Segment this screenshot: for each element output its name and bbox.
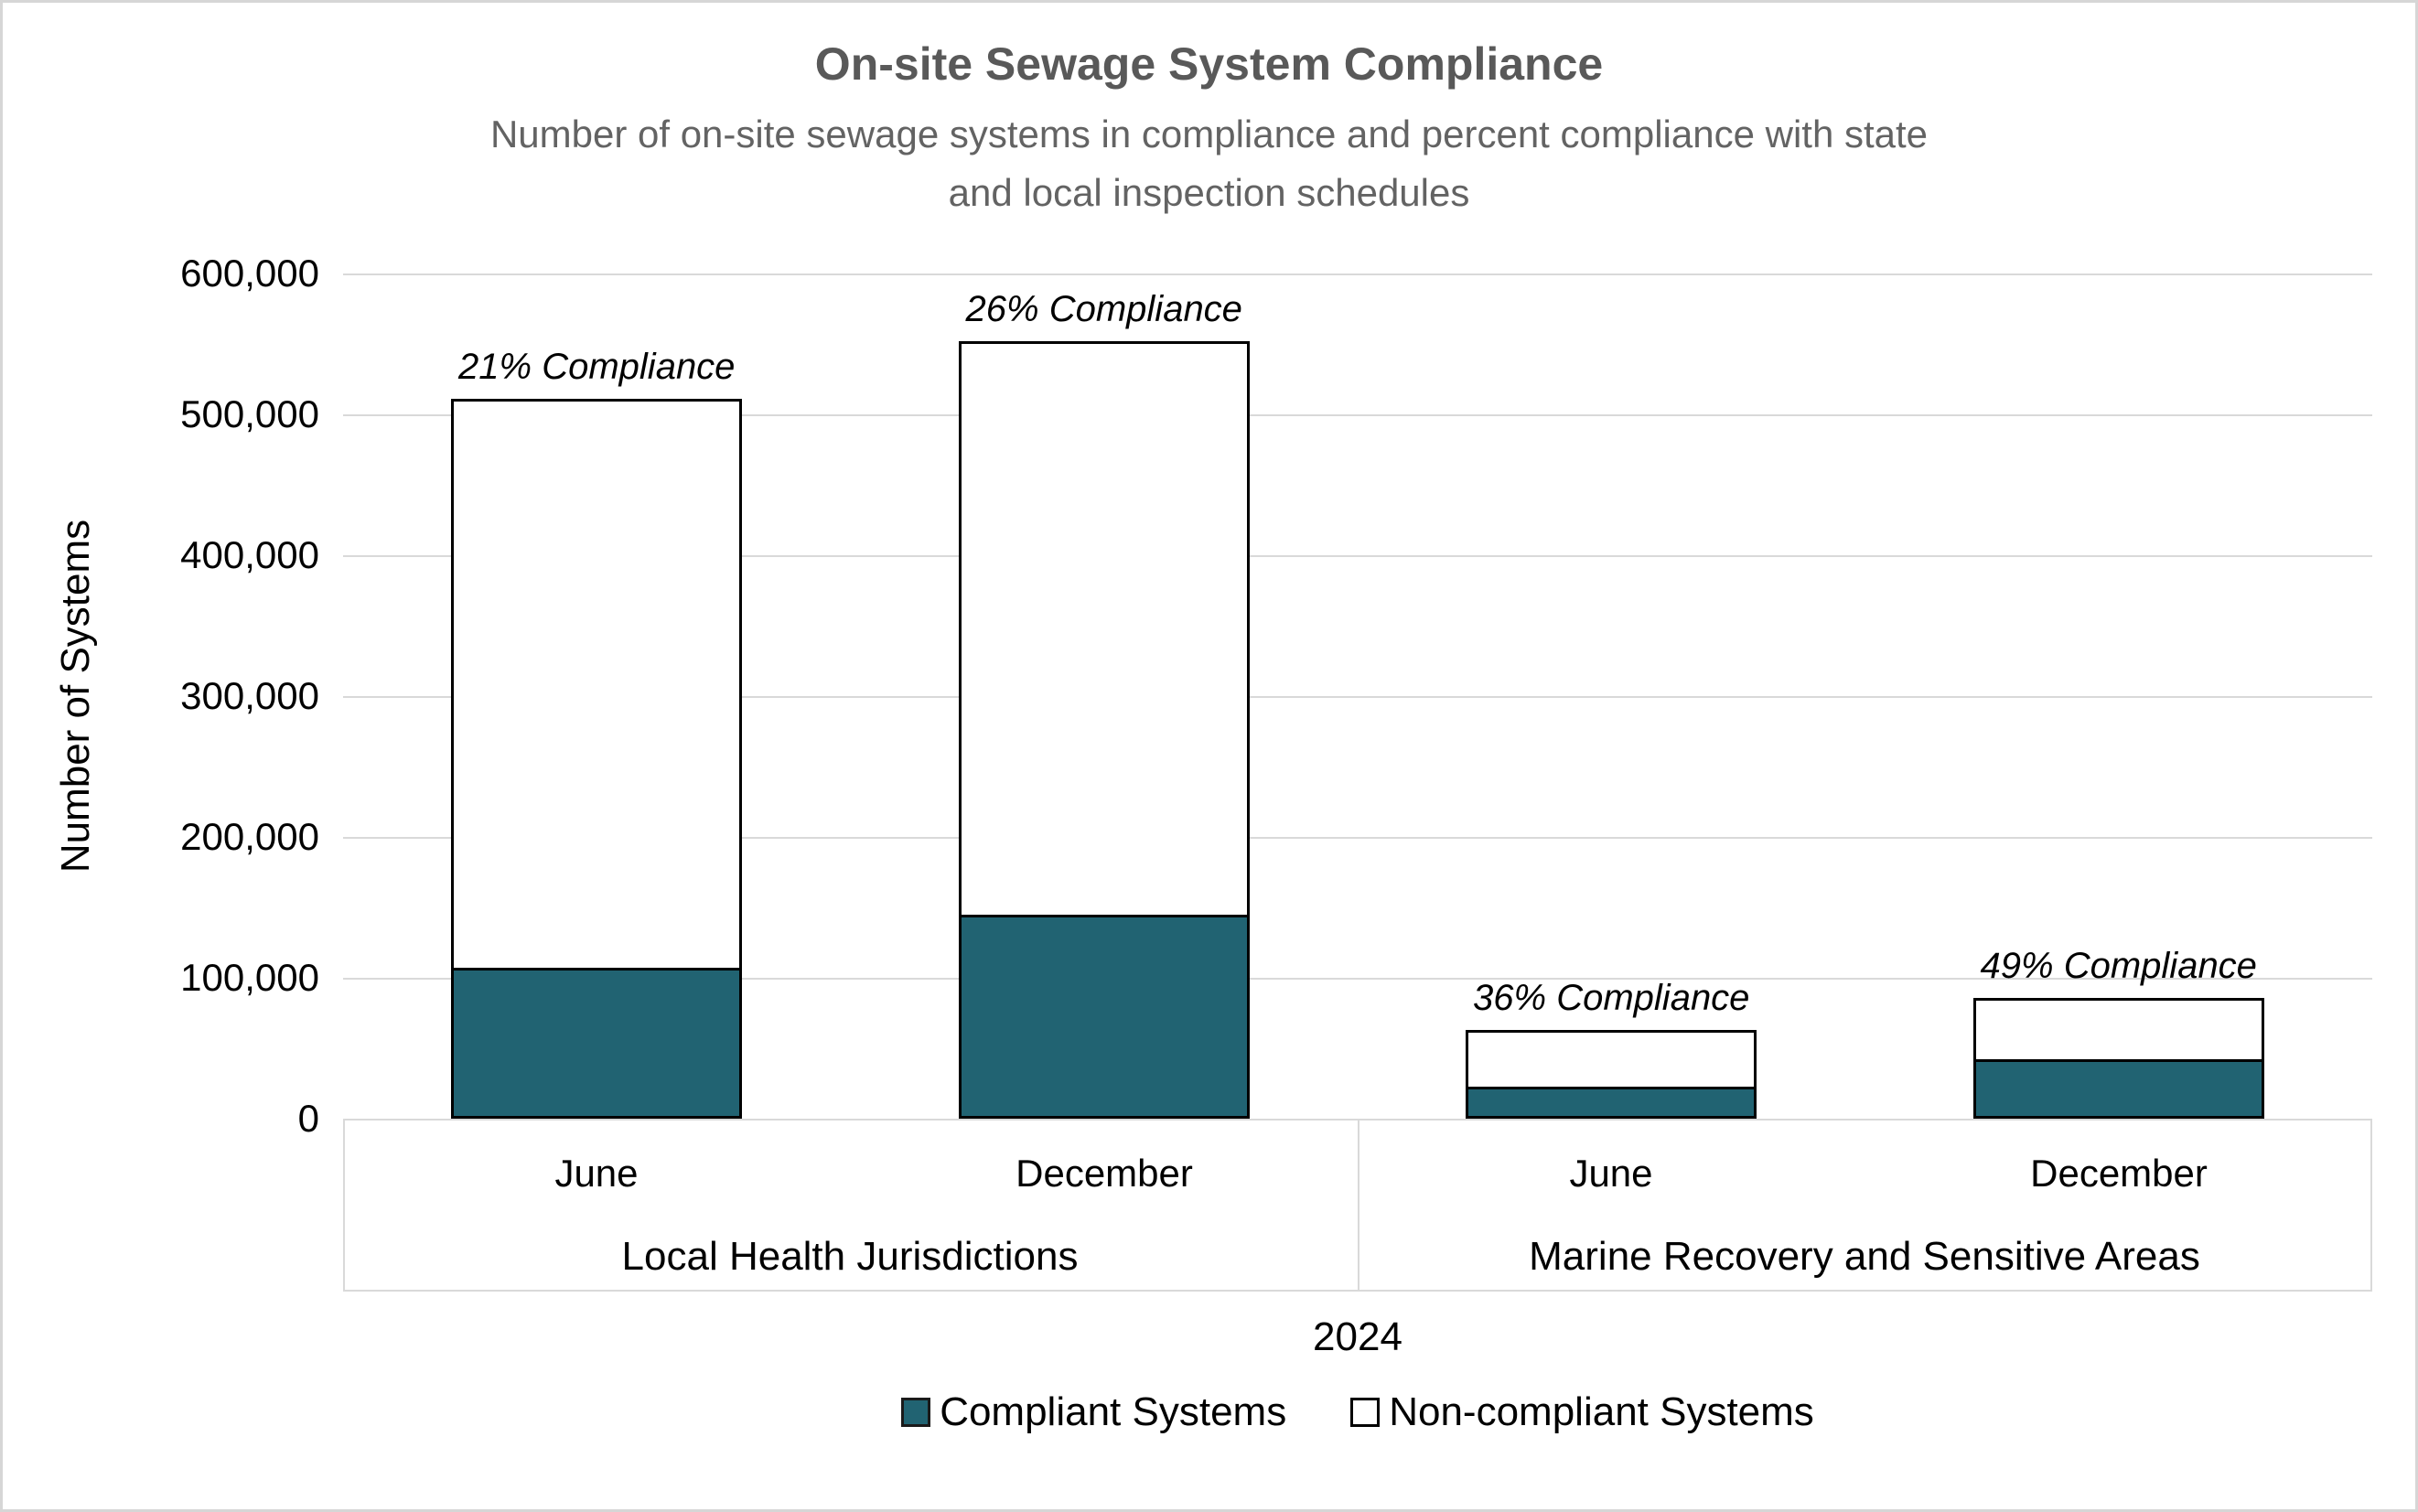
bar-segment-noncompliant-0 xyxy=(451,399,743,969)
legend-label-compliant: Compliant Systems xyxy=(940,1389,1287,1434)
legend: Compliant Systems Non-compliant Systems xyxy=(343,1389,2372,1435)
bar-annotation-1: 26% Compliance xyxy=(965,288,1242,329)
stacked-bar-3 xyxy=(1972,997,2264,1119)
y-tick-200000: 200,000 xyxy=(180,815,319,858)
bar-segment-compliant-1 xyxy=(958,914,1250,1119)
category-area-bottom-line xyxy=(343,1290,2372,1292)
legend-item-noncompliant: Non-compliant Systems xyxy=(1350,1389,1814,1435)
chart-subtitle: Number of on-site sewage systems in comp… xyxy=(3,105,2415,222)
bar-annotation-2: 36% Compliance xyxy=(1473,977,1750,1018)
bar-segment-noncompliant-3 xyxy=(1972,997,2264,1060)
gridline-600000 xyxy=(343,273,2372,275)
y-tick-0: 0 xyxy=(297,1097,319,1140)
x-axis-title: 2024 xyxy=(1313,1314,1402,1359)
x-tick-december-lhj: December xyxy=(1016,1152,1193,1195)
x-tick-december-mrsa: December xyxy=(2030,1152,2208,1195)
group-label-local-health-jurisdictions: Local Health Jurisdictions xyxy=(621,1234,1079,1279)
chart-title: On-site Sewage System Compliance xyxy=(814,38,1604,90)
compliant-swatch-icon xyxy=(901,1398,931,1427)
legend-label-noncompliant: Non-compliant Systems xyxy=(1389,1389,1814,1434)
y-tick-400000: 400,000 xyxy=(180,533,319,576)
y-tick-100000: 100,000 xyxy=(180,956,319,999)
bar-annotation-3: 49% Compliance xyxy=(1980,945,2257,986)
stacked-bar-2 xyxy=(1466,1029,1757,1119)
category-divider-right xyxy=(2370,1119,2372,1292)
gridline-500000 xyxy=(343,414,2372,416)
bar-annotation-0: 21% Compliance xyxy=(458,347,736,388)
bar-segment-compliant-0 xyxy=(451,968,743,1119)
legend-item-compliant: Compliant Systems xyxy=(901,1389,1286,1435)
plot-area: 21% Compliance 26% Compliance 36% Complian… xyxy=(343,273,2372,1119)
gridline-200000 xyxy=(343,837,2372,839)
stacked-bar-1 xyxy=(958,340,1250,1119)
gridline-400000 xyxy=(343,555,2372,557)
chart-subtitle-line2: and local inspection schedules xyxy=(948,171,1470,214)
y-tick-600000: 600,000 xyxy=(180,252,319,295)
x-tick-june-lhj: June xyxy=(554,1152,639,1195)
stacked-bar-0 xyxy=(451,399,743,1119)
x-tick-june-mrsa: June xyxy=(1569,1152,1653,1195)
chart-subtitle-line1: Number of on-site sewage systems in comp… xyxy=(489,113,1929,155)
bar-segment-compliant-3 xyxy=(1972,1059,2264,1119)
bar-segment-noncompliant-1 xyxy=(958,340,1250,915)
category-divider-left xyxy=(343,1119,345,1292)
group-label-marine-recovery-sensitive-areas: Marine Recovery and Sensitive Areas xyxy=(1529,1234,2200,1279)
y-tick-500000: 500,000 xyxy=(180,392,319,435)
noncompliant-swatch-icon xyxy=(1350,1398,1381,1427)
bar-segment-compliant-2 xyxy=(1466,1087,1757,1119)
gridline-300000 xyxy=(343,696,2372,698)
gridline-100000 xyxy=(343,978,2372,980)
y-tick-300000: 300,000 xyxy=(180,674,319,717)
category-divider-middle xyxy=(1358,1119,1359,1292)
bar-segment-noncompliant-2 xyxy=(1466,1029,1757,1088)
